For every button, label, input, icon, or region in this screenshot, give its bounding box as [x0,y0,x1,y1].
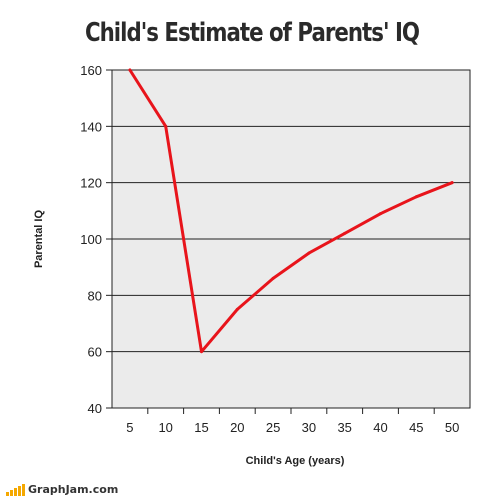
data-point [271,276,275,280]
series-line [128,68,454,354]
chart-title: Child's Estimate of Parents' IQ [84,18,420,48]
y-tick-label: 160 [80,63,102,78]
y-tick-label: 80 [88,288,102,303]
footer-logo: GraphJam.com [6,482,118,496]
brand-name: GraphJam.com [28,483,119,496]
y-axis-label: Parental IQ [33,210,45,269]
x-tick-label: 50 [445,420,459,435]
y-tick-label: 40 [88,401,102,416]
data-point [307,251,311,255]
x-tick-label: 15 [194,420,208,435]
x-axis-label: Child's Age (years) [246,455,345,467]
x-tick-label: 10 [158,420,172,435]
data-point [200,350,203,354]
y-tick-label: 60 [88,345,102,360]
x-tick-label: 5 [126,420,133,435]
data-point [343,231,347,235]
x-tick-label: 25 [266,420,280,435]
x-tick-label: 45 [409,420,423,435]
line-chart: 40 60 80 100 120 140 160 5 10 15 20 25 30 35 40 45 50 Chi… [33,63,471,467]
x-tick-label: 20 [230,420,244,435]
y-tick-label: 100 [80,232,102,247]
data-point [128,68,132,72]
x-tick-label: 30 [302,420,316,435]
y-tick-label: 120 [80,176,102,191]
data-point [235,307,239,311]
data-point [164,124,168,128]
data-point [414,195,418,199]
x-tick-label: 40 [373,420,387,435]
x-tick-label: 35 [337,420,351,435]
y-tick-label: 140 [80,119,102,134]
data-point [450,181,454,185]
data-point [379,212,382,216]
logo-bars-icon [6,484,25,496]
